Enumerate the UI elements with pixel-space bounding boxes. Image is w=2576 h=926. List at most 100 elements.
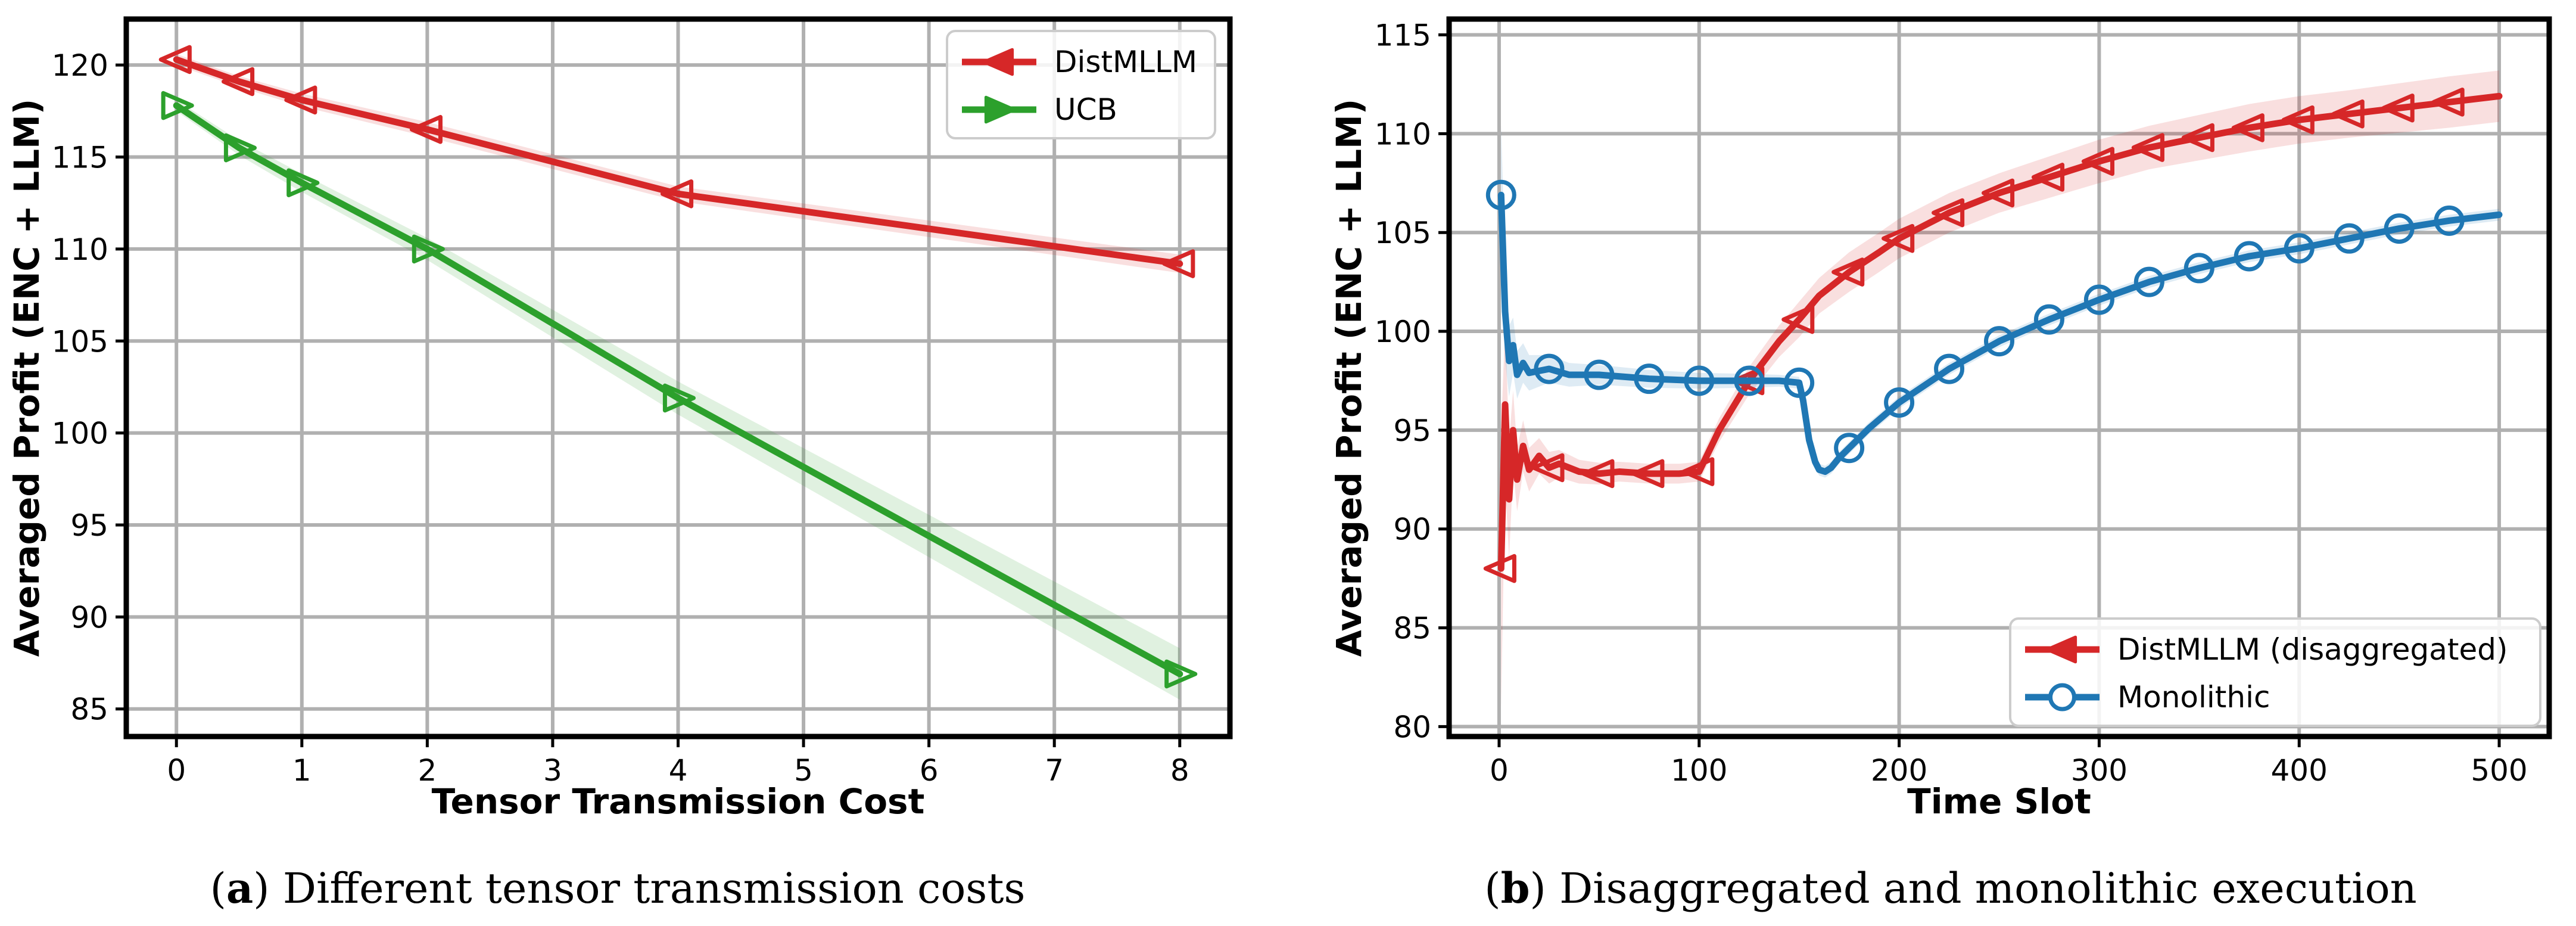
data-point (1531, 453, 1565, 483)
data-point (662, 383, 696, 413)
data-point (2081, 147, 2115, 176)
legend-label: DistMLLM (disaggregated) (2117, 632, 2508, 667)
data-point (286, 168, 320, 198)
legend-marker (2048, 683, 2076, 711)
data-point (661, 179, 694, 209)
caption-a-letter: a (226, 863, 253, 913)
y-tick-label: 115 (1375, 18, 1431, 53)
data-point (2381, 93, 2415, 123)
data-point (2231, 113, 2264, 142)
x-tick-label: 500 (2471, 753, 2527, 788)
data-point (1984, 326, 2014, 357)
y-tick-label: 100 (1375, 315, 1431, 349)
legend-marker (982, 48, 1014, 76)
x-axis-label: Time Slot (1907, 781, 2091, 822)
data-point (1581, 459, 1615, 489)
series-line (1497, 92, 2503, 572)
legend-label: UCB (1054, 92, 1117, 127)
y-tick-label: 95 (70, 508, 108, 543)
data-point (222, 67, 255, 97)
legend-label: Monolithic (2117, 680, 2270, 714)
x-tick-label: 1 (292, 753, 312, 788)
confidence-band (1501, 70, 2500, 707)
data-point (1734, 365, 1765, 396)
series-distmllm (158, 45, 1195, 278)
data-point (1483, 554, 1516, 583)
chart-b: 0 100 200 300 400 500 80 85 90 95 100 105 110 115 Time… (1329, 16, 2552, 822)
legend: DistMLLM UCB (946, 30, 1216, 139)
series-ucb (161, 91, 1198, 700)
data-point (1982, 178, 2015, 208)
y-axis-label: Averaged Profit (ENC + LLM) (7, 99, 47, 657)
y-tick-label: 100 (52, 417, 108, 451)
data-point (2384, 213, 2415, 244)
data-point (2031, 163, 2065, 192)
series-distmllm-disaggregated- (1483, 70, 2503, 707)
x-axis-label: Tensor Transmission Cost (432, 781, 925, 822)
data-point (2281, 105, 2315, 135)
data-point (1831, 257, 1865, 287)
data-point (1932, 198, 1965, 228)
data-point (161, 91, 194, 120)
caption-b-text: Disaggregated and monolithic execution (1546, 864, 2417, 913)
y-tick-label: 90 (70, 600, 108, 635)
axes-frame (1446, 16, 2552, 739)
data-point (2033, 304, 2064, 335)
legend-label: DistMLLM (1054, 45, 1197, 79)
series-line (1497, 191, 2503, 476)
chart-a: 0 1 2 3 4 5 6 7 8 85 90 95 100 105 110 115 120 Tensor Tra… (7, 16, 1233, 822)
x-tick-label: 0 (1490, 753, 1509, 788)
caption-b: (b) Disaggregated and monolithic executi… (1484, 863, 2416, 913)
data-point (1534, 353, 1565, 384)
y-tick-label: 105 (1375, 216, 1431, 250)
x-tick-label: 7 (1045, 753, 1064, 788)
data-point (2284, 233, 2315, 264)
data-point (2083, 284, 2114, 315)
y-tick-label: 95 (1393, 414, 1431, 448)
x-tick-label: 0 (167, 753, 186, 788)
series-monolithic (1485, 126, 2503, 478)
caption-a-text: Different tensor transmission costs (270, 864, 1026, 913)
x-tick-label: 4 (669, 753, 688, 788)
data-point (1884, 387, 1915, 418)
y-tick-label: 105 (52, 324, 108, 359)
x-tick-label: 2 (418, 753, 437, 788)
x-tick-label: 5 (794, 753, 813, 788)
series-line (173, 102, 1183, 678)
data-point (1784, 367, 1815, 398)
x-tick-label: 300 (2071, 753, 2128, 788)
data-point (2133, 266, 2164, 297)
legend-marker (984, 95, 1016, 124)
data-point (1834, 433, 1865, 464)
y-tick-label: 115 (52, 141, 108, 175)
data-point (1164, 659, 1198, 689)
x-tick-label: 3 (543, 753, 562, 788)
data-point (1934, 353, 1965, 384)
data-point (1634, 363, 1665, 394)
data-point (412, 234, 445, 264)
data-point (2331, 99, 2365, 129)
y-tick-label: 85 (70, 692, 108, 727)
data-point (1162, 249, 1195, 278)
data-point (2181, 123, 2214, 153)
data-point (2334, 223, 2365, 254)
x-tick-label: 6 (920, 753, 939, 788)
y-tick-label: 80 (1393, 710, 1431, 744)
caption-a: (a) Different tensor transmission costs (210, 863, 1026, 913)
legend-marker (2045, 635, 2077, 664)
y-tick-label: 85 (1393, 611, 1431, 646)
data-point (1681, 457, 1715, 486)
y-tick-label: 120 (52, 48, 108, 83)
y-tick-label: 90 (1393, 512, 1431, 547)
data-point (158, 45, 192, 74)
data-point (2431, 88, 2465, 117)
x-tick-label: 200 (1871, 753, 1927, 788)
data-point (1684, 365, 1715, 396)
y-axis-label: Averaged Profit (ENC + LLM) (1329, 99, 1369, 657)
data-point (2183, 253, 2214, 284)
x-tick-label: 8 (1170, 753, 1189, 788)
grid (126, 19, 1230, 737)
x-tick-label: 400 (2271, 753, 2328, 788)
grid (1449, 19, 2549, 737)
